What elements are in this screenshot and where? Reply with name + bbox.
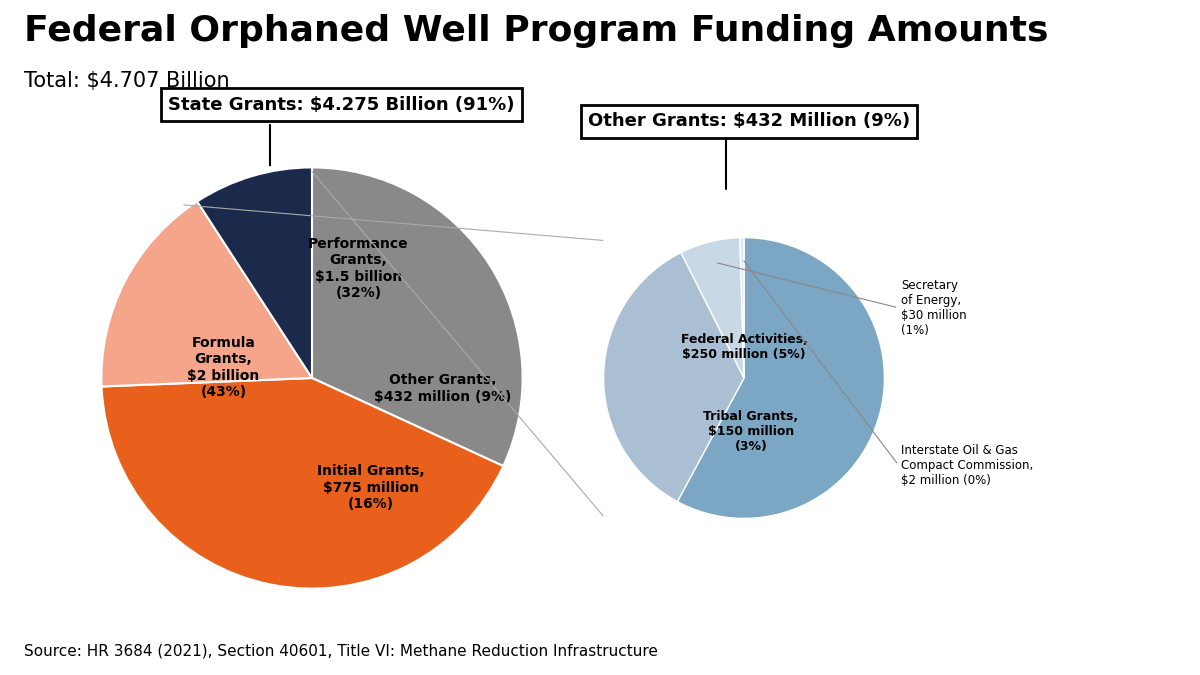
Text: Federal Orphaned Well Program Funding Amounts: Federal Orphaned Well Program Funding Am… [24,14,1049,47]
Wedge shape [102,378,503,589]
Wedge shape [680,238,744,378]
Text: Federal Activities,
$250 million (5%): Federal Activities, $250 million (5%) [680,333,808,361]
Text: Interstate Oil & Gas
Compact Commission,
$2 million (0%): Interstate Oil & Gas Compact Commission,… [901,443,1033,487]
Wedge shape [312,167,522,466]
Wedge shape [740,238,744,378]
Wedge shape [102,201,312,387]
Text: State Grants: $4.275 Billion (91%): State Grants: $4.275 Billion (91%) [168,96,515,113]
Wedge shape [677,238,884,518]
Text: Performance
Grants,
$1.5 billion
(32%): Performance Grants, $1.5 billion (32%) [308,237,409,300]
Wedge shape [197,167,312,378]
Text: Other Grants,
$432 million (9%): Other Grants, $432 million (9%) [374,373,511,404]
Text: Total: $4.707 Billion: Total: $4.707 Billion [24,71,229,91]
Text: Other Grants: $432 Million (9%): Other Grants: $432 Million (9%) [588,113,910,130]
Wedge shape [604,252,744,502]
Text: Formula
Grants,
$2 billion
(43%): Formula Grants, $2 billion (43%) [187,336,259,399]
Text: Source: HR 3684 (2021), Section 40601, Title VI: Methane Reduction Infrastructur: Source: HR 3684 (2021), Section 40601, T… [24,643,658,658]
Text: Initial Grants,
$775 million
(16%): Initial Grants, $775 million (16%) [317,464,425,511]
Text: Tribal Grants,
$150 million
(3%): Tribal Grants, $150 million (3%) [703,410,798,453]
Text: Secretary
of Energy,
$30 million
(1%): Secretary of Energy, $30 million (1%) [901,279,967,337]
